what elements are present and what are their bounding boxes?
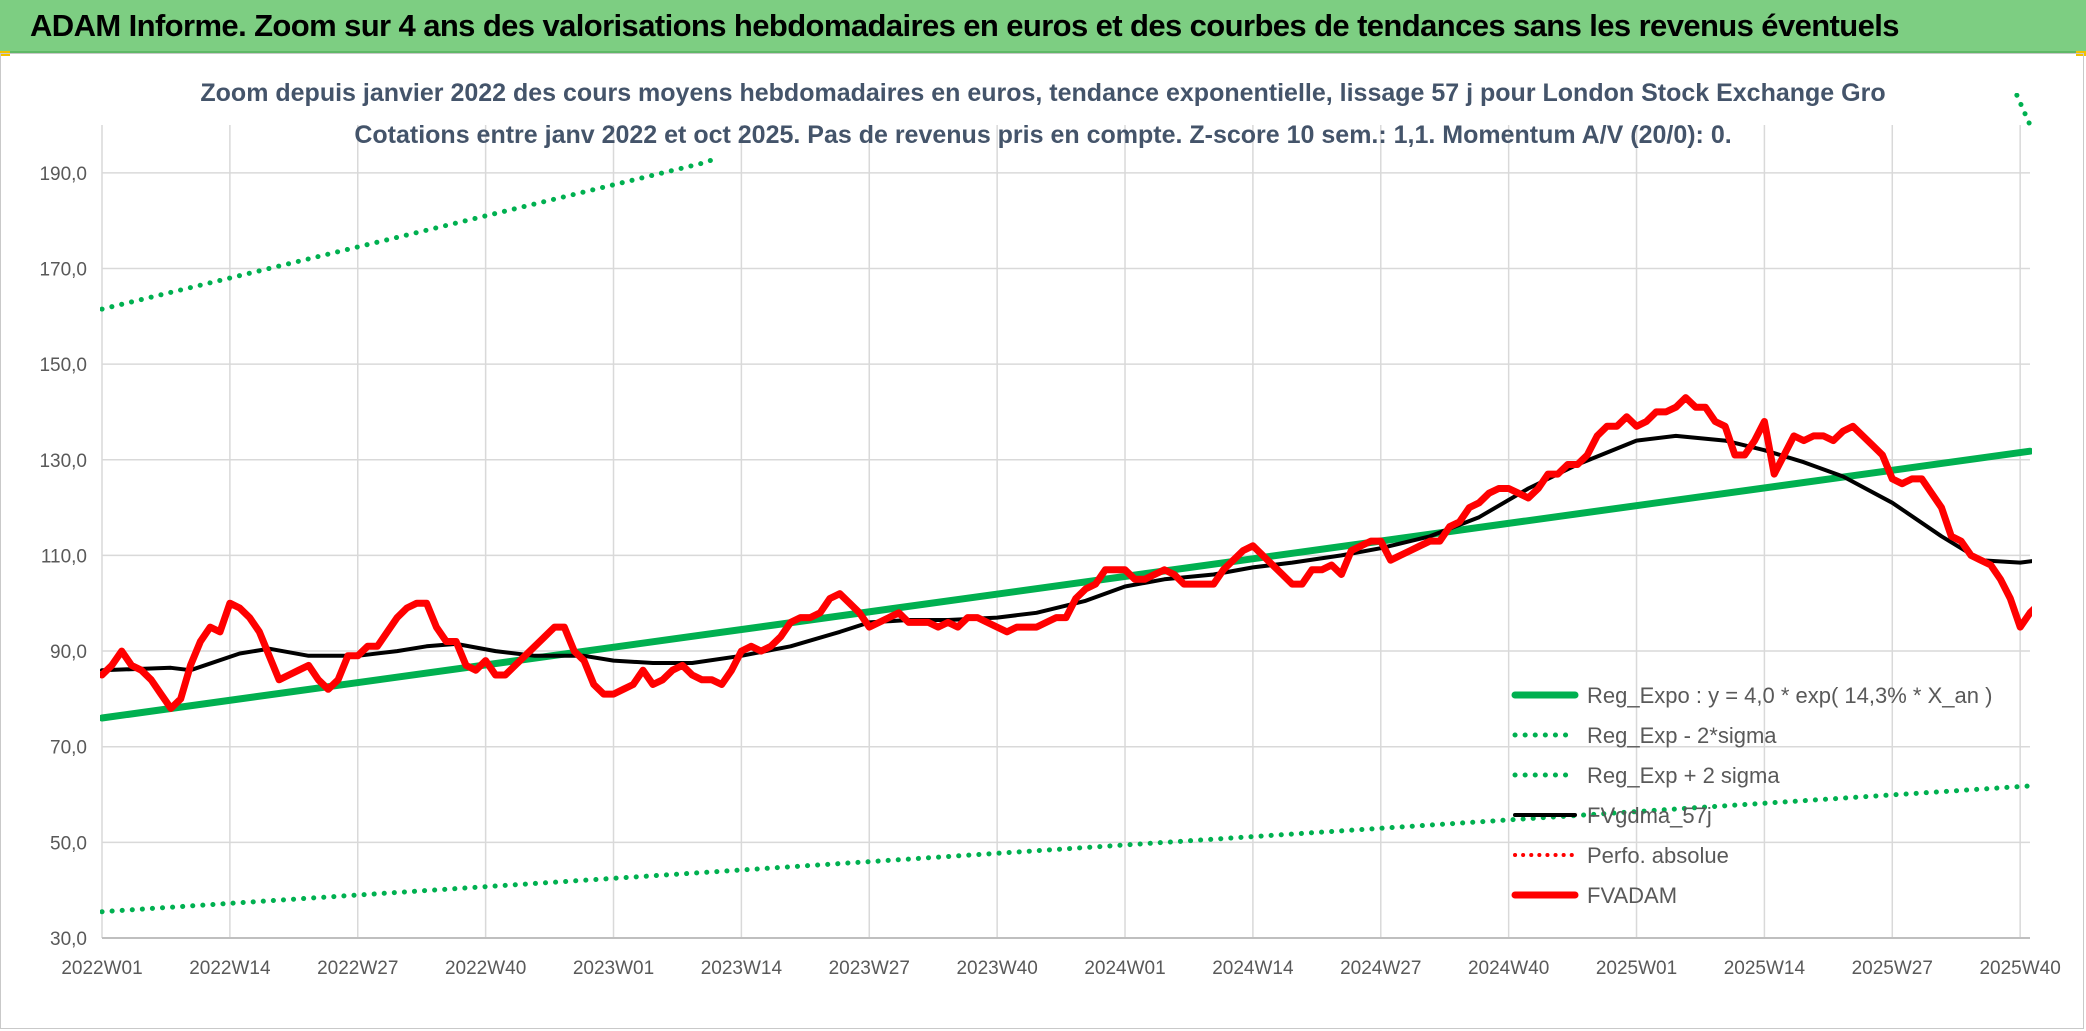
series-line-0	[100, 447, 2032, 722]
line-chart: 30,0 50,0 70,0 90,0 110,0 130,0 150,0 170,0 190,…	[39, 79, 2060, 979]
y-tick-label: 130,0	[39, 451, 87, 472]
x-tick-label: 2024W14	[1212, 958, 1294, 979]
x-tick-label: 2024W27	[1340, 958, 1421, 979]
x-tick-label: 2023W01	[573, 958, 654, 979]
y-tick-label: 50,0	[50, 833, 87, 854]
series-line-1	[100, 783, 2032, 915]
chart-frame	[0, 53, 2084, 1029]
x-tick-label: 2024W01	[1084, 958, 1165, 979]
x-tick-label: 2022W27	[317, 958, 398, 979]
chart-legend: Reg_Expo : y = 4,0 * exp( 14,3% * X_an )…	[1511, 683, 1992, 908]
legend-label: Reg_Exp - 2*sigma	[1587, 723, 1777, 748]
series-line-2	[2013, 93, 2032, 128]
report-title: ADAM Informe. Zoom sur 4 ans des valoris…	[30, 8, 1900, 43]
x-tick-label: 2023W40	[956, 958, 1037, 979]
y-tick-label: 190,0	[39, 164, 87, 185]
x-tick-label: 2025W01	[1596, 958, 1677, 979]
legend-label: Reg_Expo : y = 4,0 * exp( 14,3% * X_an )	[1587, 683, 1992, 708]
x-tick-label: 2025W14	[1724, 958, 1806, 979]
y-tick-label: 170,0	[39, 259, 87, 280]
x-tick-label: 2022W40	[445, 958, 526, 979]
chart-subtitle: Cotations entre janv 2022 et oct 2025. P…	[354, 121, 1731, 149]
y-tick-label: 110,0	[41, 546, 87, 567]
report-banner: ADAM Informe. Zoom sur 4 ans des valoris…	[0, 0, 2086, 53]
y-tick-label: 150,0	[39, 355, 87, 376]
legend-label: FVADAM	[1587, 883, 1677, 908]
chart-axes: 30,0 50,0 70,0 90,0 110,0 130,0 150,0 170,0 190,…	[39, 164, 2060, 979]
y-tick-label: 90,0	[50, 642, 87, 663]
x-tick-label: 2022W01	[61, 958, 142, 979]
y-tick-label: 70,0	[50, 738, 87, 759]
series-line-2	[100, 157, 715, 312]
series-line-5	[100, 394, 2032, 712]
x-tick-label: 2023W27	[829, 958, 910, 979]
chart-title: Zoom depuis janvier 2022 des cours moyen…	[200, 79, 1885, 107]
chart-series-layer	[100, 93, 2032, 915]
chart-grid	[101, 125, 2030, 939]
x-tick-label: 2025W40	[1979, 958, 2060, 979]
x-tick-label: 2022W14	[189, 958, 271, 979]
x-tick-label: 2024W40	[1468, 958, 1549, 979]
y-tick-label: 30,0	[50, 929, 87, 950]
series-line-3	[100, 433, 2032, 673]
x-tick-label: 2025W27	[1852, 958, 1933, 979]
legend-label: Reg_Exp + 2 sigma	[1587, 763, 1780, 788]
legend-label: Perfo. absolue	[1587, 843, 1729, 868]
legend-label: FVgdma_57j	[1587, 803, 1712, 828]
x-tick-label: 2023W14	[701, 958, 783, 979]
